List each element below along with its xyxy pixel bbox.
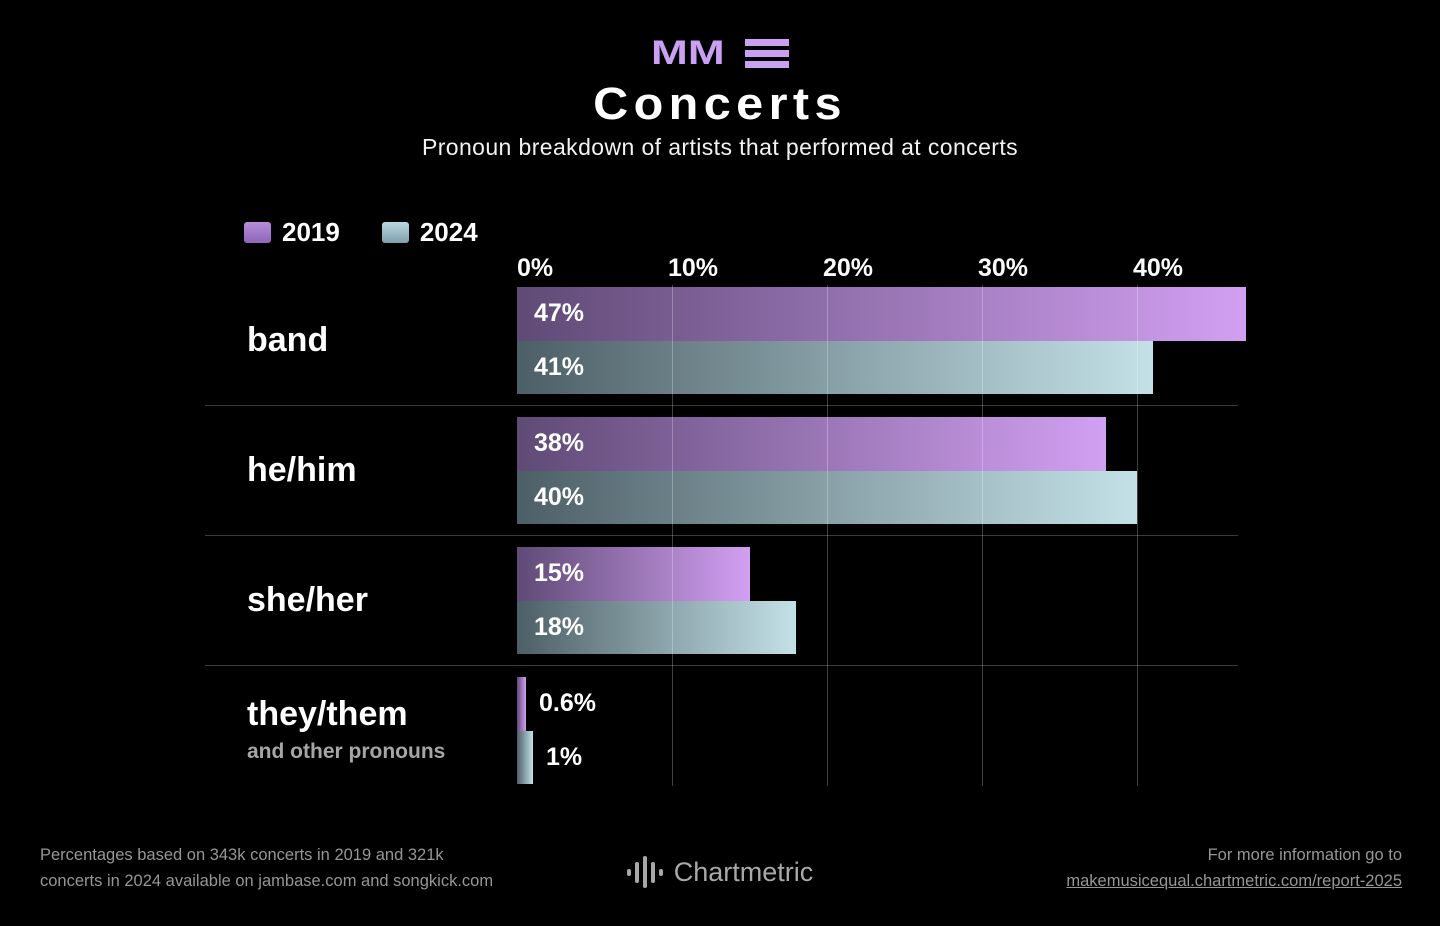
bar-she-her-2024	[517, 600, 796, 654]
legend-label: 2024	[419, 217, 478, 247]
footer-source-note: Percentages based on 343k concerts in 20…	[40, 843, 493, 894]
category-title: they/them	[247, 695, 408, 734]
bar-value-label: 38%	[534, 429, 585, 457]
x-axis-tick-10%: 10%	[668, 254, 719, 282]
category-title: he/him	[247, 450, 357, 489]
category-subtitle: and other pronouns	[247, 739, 446, 763]
page-subtitle: Pronoun breakdown of artists that perfor…	[421, 134, 1019, 160]
chartmetric-brand-label: Chartmetric	[673, 856, 814, 887]
x-axis-tick-40%: 40%	[1133, 254, 1184, 282]
x-axis-tick-30%: 30%	[978, 254, 1029, 282]
category-title: band	[247, 320, 329, 359]
gridline	[1137, 285, 1138, 786]
legend-item-2024: 2024	[381, 217, 478, 248]
category-label-he-him: he/him	[247, 417, 357, 524]
x-axis-tick-20%: 20%	[823, 254, 874, 282]
footer-source-line1: Percentages based on 343k concerts in 20…	[40, 846, 444, 864]
gridline	[672, 285, 673, 786]
row-separator	[205, 534, 1238, 536]
mme-logo-e-bars-icon	[745, 38, 789, 68]
legend-label: 2019	[282, 217, 340, 247]
bar-band-2019	[517, 287, 1246, 341]
bar-value-label: 47%	[534, 299, 585, 327]
legend-item-2019: 2019	[244, 217, 340, 248]
chartmetric-waveform-icon	[626, 856, 663, 888]
category-label-band: band	[247, 287, 328, 394]
category-label-they-them: they/them and other pronouns	[247, 677, 445, 784]
row-separator	[205, 404, 1238, 406]
bar-value-label: 40%	[534, 482, 585, 511]
bar-she-her-2019	[517, 547, 750, 601]
report-link[interactable]: makemusicequal.chartmetric.com/report-20…	[1066, 871, 1402, 890]
legend: 2019 2024	[244, 217, 478, 248]
gridline	[827, 285, 828, 786]
footer-info-line: For more information go to	[1207, 846, 1402, 864]
bar-value-label: 41%	[534, 352, 585, 381]
legend-swatch-2019	[244, 222, 271, 243]
mme-logo: MM	[0, 36, 1440, 70]
bar-value-label: 0.6%	[539, 689, 596, 717]
bar-they-them-2019	[517, 677, 526, 731]
legend-swatch-2024	[381, 222, 409, 243]
footer-source-line2: concerts in 2024 available on jambase.co…	[40, 871, 494, 890]
chartmetric-brand: Chartmetric	[0, 856, 1440, 888]
bar-band-2024	[517, 340, 1153, 394]
mme-logo-mm: MM	[651, 34, 725, 72]
bar-value-label: 1%	[546, 742, 583, 771]
category-title: she/her	[247, 580, 368, 619]
category-label-she-her: she/her	[247, 547, 368, 654]
gridline	[982, 285, 983, 786]
bar-value-label: 18%	[534, 612, 585, 641]
bar-value-label: 15%	[534, 559, 585, 587]
bar-he-him-2019	[517, 417, 1106, 471]
page-title: Concerts	[593, 78, 847, 129]
bar-they-them-2024	[517, 730, 533, 784]
bar-he-him-2024	[517, 470, 1137, 524]
x-axis-tick-0%: 0%	[517, 254, 554, 282]
row-separator	[205, 664, 1238, 666]
footer-info: For more information go to makemusicequa…	[1066, 843, 1402, 894]
